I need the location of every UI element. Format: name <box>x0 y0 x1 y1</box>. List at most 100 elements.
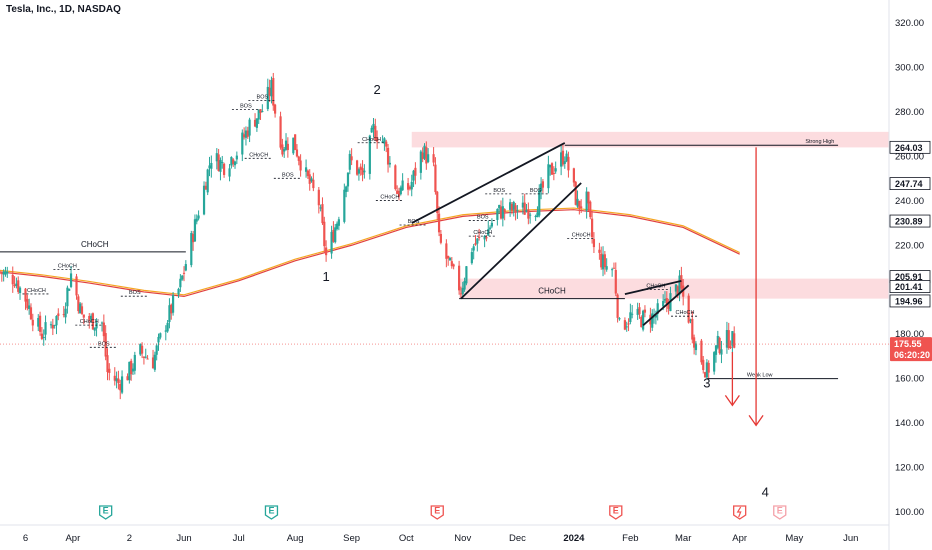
candle-body <box>572 168 575 183</box>
candle-body <box>279 116 282 148</box>
candle <box>510 202 514 215</box>
candle <box>396 185 399 194</box>
y-tick-label: 100.00 <box>895 507 924 518</box>
candle-body <box>257 109 260 120</box>
candle <box>246 126 249 139</box>
candle <box>131 363 135 376</box>
candle <box>295 144 299 158</box>
candle <box>614 262 617 297</box>
candle-body <box>386 147 390 165</box>
candle <box>159 332 162 340</box>
wave-label: 1 <box>322 269 329 284</box>
candle-body <box>700 340 703 363</box>
candle <box>618 317 621 321</box>
candle-body <box>259 109 262 113</box>
structure-label: CHoCH <box>572 232 591 238</box>
candle <box>6 266 9 278</box>
x-tick-label: Dec <box>509 533 526 544</box>
candle-body <box>561 150 565 165</box>
candle-body <box>731 331 734 346</box>
candle-body <box>394 165 397 190</box>
candle-body <box>31 319 34 326</box>
candle-body <box>516 210 519 212</box>
candle-body <box>574 181 577 205</box>
structure-label: CHoCH <box>58 264 77 270</box>
earnings-event-icon[interactable]: E <box>773 505 787 520</box>
candle <box>350 148 353 166</box>
candle <box>53 324 56 329</box>
structure-label: BOS <box>98 341 110 347</box>
x-tick-label: Mar <box>675 533 691 544</box>
candle-body <box>321 204 324 224</box>
candle-body <box>707 362 710 373</box>
earnings-event-icon[interactable]: E <box>609 505 623 520</box>
candle <box>139 343 142 356</box>
candle <box>521 195 524 215</box>
candle <box>592 232 596 253</box>
candle <box>368 134 371 180</box>
candle-body <box>42 337 45 339</box>
candle-body <box>350 156 353 161</box>
candle-body <box>244 130 248 138</box>
candle <box>306 169 309 179</box>
candle-body <box>598 249 601 253</box>
price-label-box <box>889 280 931 294</box>
candle <box>359 163 362 176</box>
candle-body <box>232 159 235 165</box>
wave-label: 2 <box>374 82 381 97</box>
candle-body <box>605 266 608 270</box>
x-tick-label: Aug <box>287 533 304 544</box>
candle <box>718 336 721 355</box>
earnings-event-icon[interactable] <box>733 505 747 520</box>
earnings-event-icon[interactable]: E <box>99 505 113 520</box>
candle <box>656 298 659 321</box>
candle <box>700 338 703 365</box>
candle-body <box>691 318 694 340</box>
candle <box>102 314 105 343</box>
earnings-event-icon[interactable]: E <box>430 505 444 520</box>
candle-body <box>439 233 442 243</box>
candle-body <box>26 299 29 309</box>
candle-body <box>541 181 545 188</box>
candle-body <box>283 149 286 152</box>
candle <box>217 148 220 172</box>
candle-body <box>49 324 53 326</box>
candle <box>665 291 668 313</box>
x-tick-label: Apr <box>732 533 747 544</box>
candle <box>585 187 588 219</box>
candle <box>490 218 494 229</box>
candle <box>104 325 107 361</box>
candle <box>44 315 47 341</box>
candle <box>128 361 131 384</box>
candle <box>308 169 311 191</box>
candle-body <box>330 231 333 254</box>
candle <box>447 255 450 266</box>
candle <box>283 146 286 158</box>
structure-label: CHoCH <box>362 137 381 143</box>
candle <box>40 327 44 341</box>
candle <box>51 318 54 336</box>
candle <box>643 305 647 318</box>
structure-label: CHoCH <box>80 319 99 325</box>
candle-body <box>126 376 129 381</box>
candle-body <box>325 247 328 256</box>
candle-body <box>383 138 386 144</box>
candle-body <box>702 359 705 371</box>
price-label: 264.03 <box>895 143 923 153</box>
candle <box>13 276 16 288</box>
candle <box>678 270 681 302</box>
candle-body <box>718 337 721 354</box>
y-tick-label: 180.00 <box>895 329 924 340</box>
candle <box>274 103 277 118</box>
candle <box>419 149 422 180</box>
candle-body <box>580 206 583 208</box>
candle-body <box>64 308 67 318</box>
candle-body <box>499 206 503 219</box>
candle <box>363 164 366 179</box>
candle-body <box>51 324 54 329</box>
candle <box>80 302 84 315</box>
candle-body <box>549 164 552 168</box>
candle <box>126 373 129 381</box>
earnings-event-icon[interactable]: E <box>264 505 279 520</box>
